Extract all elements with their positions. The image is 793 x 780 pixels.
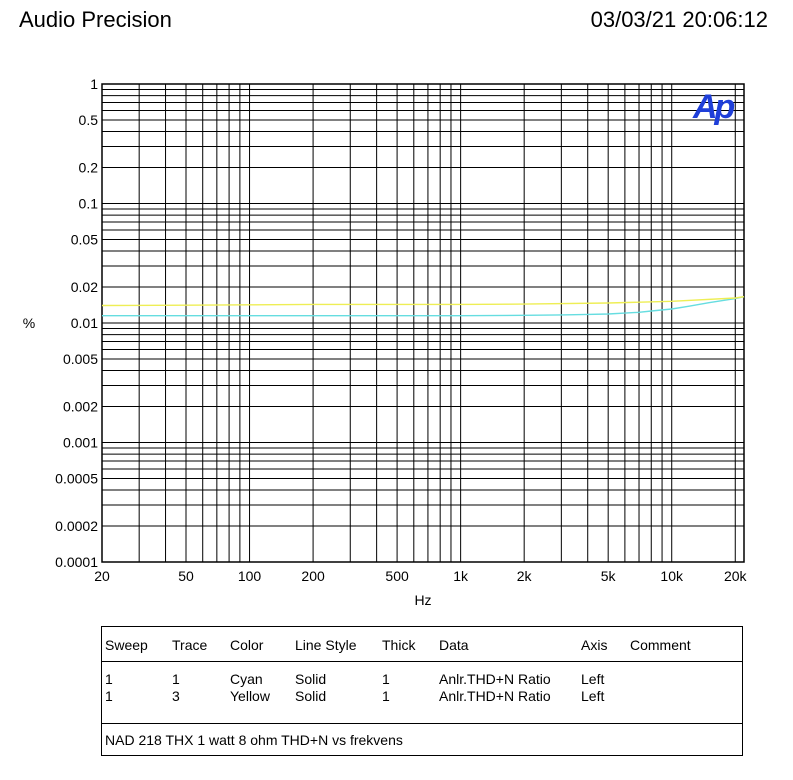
y-tick-label: 0.01 bbox=[71, 315, 98, 331]
x-tick-label: 20 bbox=[94, 568, 110, 584]
legend-row-thick: 1 bbox=[382, 671, 390, 687]
y-axis-label: % bbox=[23, 315, 35, 331]
x-tick-label: 5k bbox=[601, 568, 617, 584]
x-tick-label: 1k bbox=[453, 568, 469, 584]
x-tick-label: 10k bbox=[660, 568, 684, 584]
x-tick-label: 100 bbox=[238, 568, 262, 584]
chart-grid bbox=[102, 84, 744, 562]
legend-row-line-style: Solid bbox=[295, 671, 327, 687]
ap-logo: Ap bbox=[692, 88, 735, 126]
legend-header-thick: Thick bbox=[382, 637, 416, 653]
y-tick-label: 0.005 bbox=[63, 351, 98, 367]
legend-header-line-style: Line Style bbox=[295, 637, 357, 653]
x-tick-label: 50 bbox=[178, 568, 194, 584]
plot-frame bbox=[101, 83, 745, 563]
legend-row-color: Cyan bbox=[230, 671, 263, 687]
y-tick-label: 0.2 bbox=[79, 160, 99, 176]
legend-divider bbox=[102, 723, 742, 724]
legend-row-sweep: 1 bbox=[105, 671, 113, 687]
tick-labels: 20 50 100 200 500 1k 2k 5k 10k 20k 1 0.5 0.2 0.1 0.05 0… bbox=[55, 76, 747, 584]
legend-comment-note: NAD 218 THX 1 watt 8 ohm THD+N vs frekve… bbox=[105, 732, 403, 748]
legend-row-line-style: Solid bbox=[295, 688, 327, 704]
legend-table: Sweep Trace Color Line Style Thick Data … bbox=[101, 626, 743, 756]
legend-header-color: Color bbox=[230, 637, 264, 653]
x-tick-label: 2k bbox=[517, 568, 533, 584]
x-tick-label: 200 bbox=[301, 568, 325, 584]
series-line-1 bbox=[102, 296, 745, 317]
legend-row-trace: 1 bbox=[172, 671, 180, 687]
thd-chart: 20 50 100 200 500 1k 2k 5k 10k 20k 1 0.5 0.2 0.1 0.05 0… bbox=[23, 76, 748, 608]
y-tick-label: 0.05 bbox=[71, 231, 98, 247]
header-timestamp: 03/03/21 20:06:12 bbox=[590, 7, 768, 32]
legend-row-color: Yellow bbox=[230, 688, 270, 704]
legend-header-trace: Trace bbox=[172, 637, 208, 653]
x-tick-label: 500 bbox=[385, 568, 409, 584]
y-tick-label: 1 bbox=[90, 76, 98, 92]
y-tick-label: 0.02 bbox=[71, 279, 98, 295]
y-tick-label: 0.0005 bbox=[55, 470, 98, 486]
legend-row-axis: Left bbox=[581, 671, 605, 687]
legend-header-data: Data bbox=[439, 637, 469, 653]
legend-row-data: Anlr.THD+N Ratio bbox=[439, 688, 551, 704]
x-tick-label: 20k bbox=[724, 568, 748, 584]
x-axis-label: Hz bbox=[414, 592, 431, 608]
legend-divider bbox=[102, 661, 742, 662]
legend-row-thick: 1 bbox=[382, 688, 390, 704]
legend-row-data: Anlr.THD+N Ratio bbox=[439, 671, 551, 687]
series-lines bbox=[101, 296, 745, 317]
legend-row-axis: Left bbox=[581, 688, 605, 704]
legend-header-comment: Comment bbox=[630, 637, 691, 653]
series-line-2 bbox=[101, 296, 745, 307]
y-tick-label: 0.001 bbox=[63, 435, 98, 451]
y-tick-label: 0.002 bbox=[63, 399, 98, 415]
legend-header-axis: Axis bbox=[581, 637, 608, 653]
header-title: Audio Precision bbox=[19, 7, 172, 32]
y-tick-label: 0.0001 bbox=[55, 554, 98, 570]
legend-row-trace: 3 bbox=[172, 688, 180, 704]
legend-header-sweep: Sweep bbox=[105, 637, 148, 653]
y-tick-label: 0.0002 bbox=[55, 518, 98, 534]
legend-row-sweep: 1 bbox=[105, 688, 113, 704]
y-tick-label: 0.5 bbox=[79, 112, 99, 128]
y-tick-label: 0.1 bbox=[79, 196, 99, 212]
